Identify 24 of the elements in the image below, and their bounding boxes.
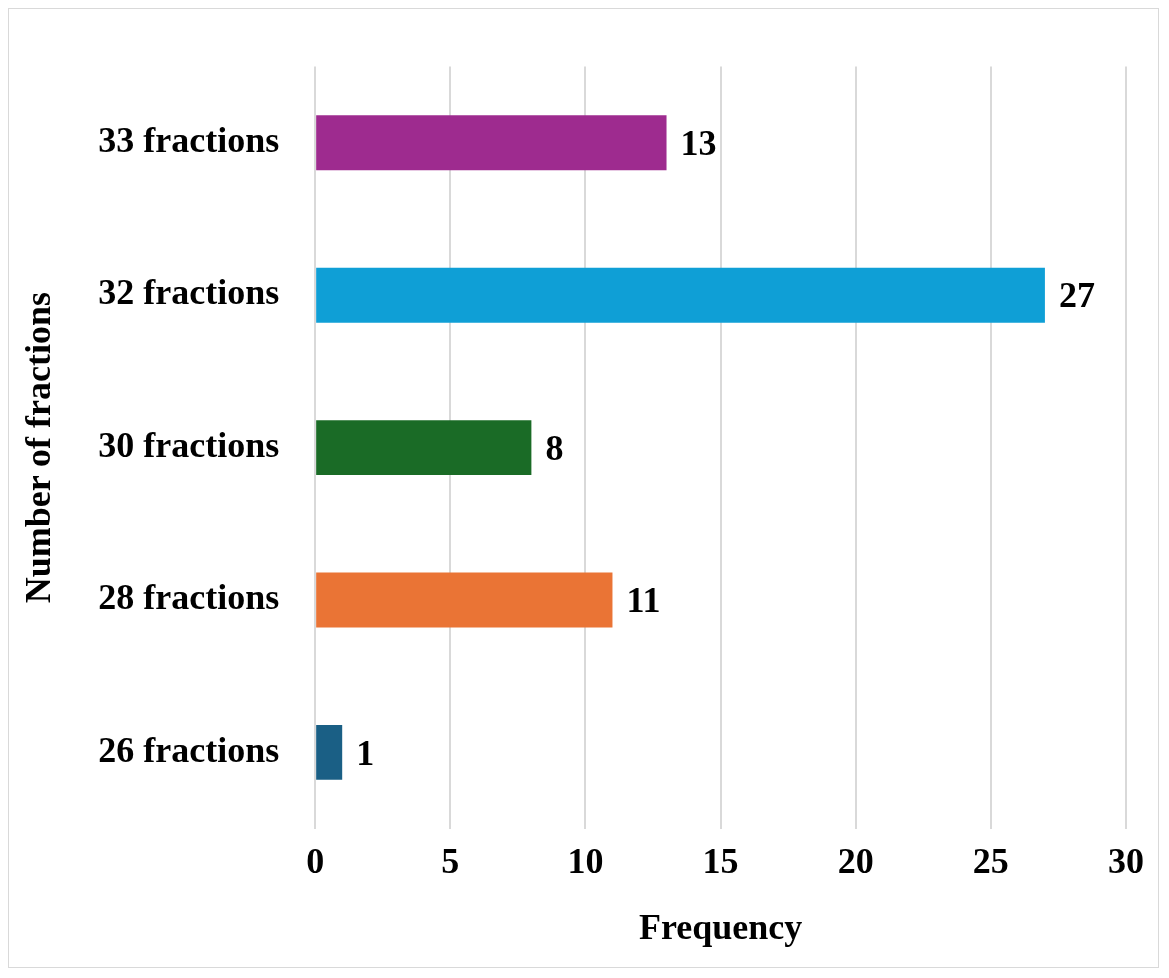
bar — [316, 572, 613, 628]
data-label: 27 — [1058, 275, 1095, 316]
bar — [316, 267, 1045, 323]
y-tick-label: 32 fractions — [98, 272, 280, 313]
y-tick-label: 28 fractions — [98, 577, 280, 618]
data-label: 13 — [680, 123, 717, 164]
bar — [316, 724, 343, 780]
x-tick-label: 30 — [1108, 841, 1144, 882]
y-tick-label: 33 fractions — [98, 120, 280, 161]
y-axis-title: Number of fractions — [17, 291, 58, 604]
bar — [316, 115, 667, 171]
x-tick-label: 10 — [567, 841, 604, 882]
y-tick-label: 30 fractions — [98, 424, 280, 465]
x-axis-title: Frequency — [638, 906, 803, 947]
data-label: 1 — [356, 732, 375, 773]
y-tick-label: 26 fractions — [98, 729, 280, 770]
data-label: 11 — [626, 580, 661, 621]
x-tick-label: 25 — [972, 841, 1009, 882]
bar — [316, 420, 532, 476]
x-tick-label: 20 — [837, 841, 874, 882]
x-tick-label: 0 — [306, 841, 325, 882]
x-tick-label: 5 — [441, 841, 460, 882]
x-tick-label: 15 — [702, 841, 739, 882]
data-label: 8 — [545, 427, 564, 468]
